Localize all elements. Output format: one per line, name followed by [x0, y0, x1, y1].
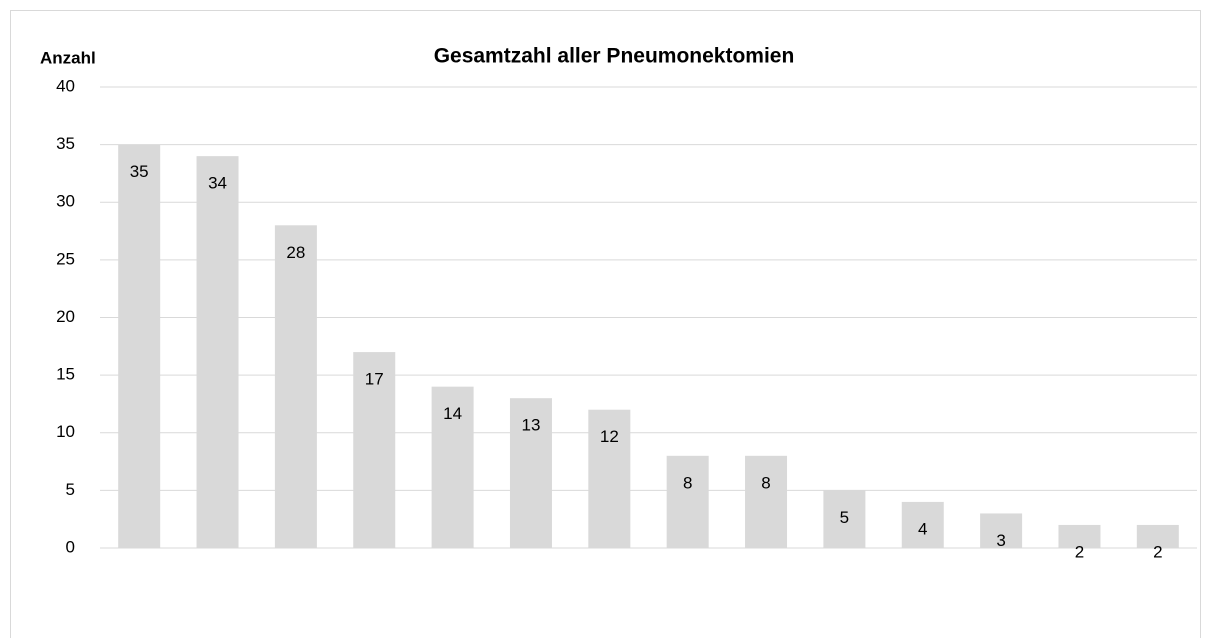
data-label: 17 — [365, 370, 384, 389]
y-tick-label: 40 — [56, 76, 75, 95]
y-tick-label: 0 — [66, 537, 75, 556]
bar — [823, 490, 866, 548]
y-tick-label: 20 — [56, 307, 75, 326]
bar — [901, 501, 944, 548]
bar — [588, 409, 631, 548]
data-label: 8 — [683, 473, 692, 492]
y-axis-label: Anzahl — [40, 48, 96, 67]
bar — [274, 225, 317, 549]
bar — [196, 156, 239, 548]
data-label: 13 — [522, 416, 541, 435]
bar — [745, 455, 788, 548]
data-label: 3 — [996, 531, 1005, 550]
data-label: 5 — [840, 508, 849, 527]
bar — [431, 386, 474, 548]
data-label: 4 — [918, 519, 927, 538]
data-label: 34 — [208, 174, 227, 193]
data-label: 12 — [600, 427, 619, 446]
bar — [1058, 524, 1101, 548]
data-label: 35 — [130, 162, 149, 181]
y-tick-label: 5 — [66, 480, 75, 499]
bar — [509, 398, 552, 548]
data-label: 8 — [761, 473, 770, 492]
y-tick-label: 15 — [56, 365, 75, 384]
y-tick-label: 35 — [56, 134, 75, 153]
bar — [980, 513, 1023, 548]
bar — [1136, 524, 1179, 548]
chart-title: Gesamtzahl aller Pneumonektomien — [434, 45, 795, 68]
data-label: 2 — [1075, 542, 1084, 561]
data-label: 14 — [443, 404, 462, 423]
bar — [666, 455, 709, 548]
data-label: 28 — [286, 243, 305, 262]
bar — [353, 352, 396, 548]
bar — [118, 144, 161, 548]
y-tick-label: 25 — [56, 249, 75, 268]
y-tick-label: 30 — [56, 192, 75, 211]
y-tick-label: 10 — [56, 422, 75, 441]
data-label: 2 — [1153, 542, 1162, 561]
